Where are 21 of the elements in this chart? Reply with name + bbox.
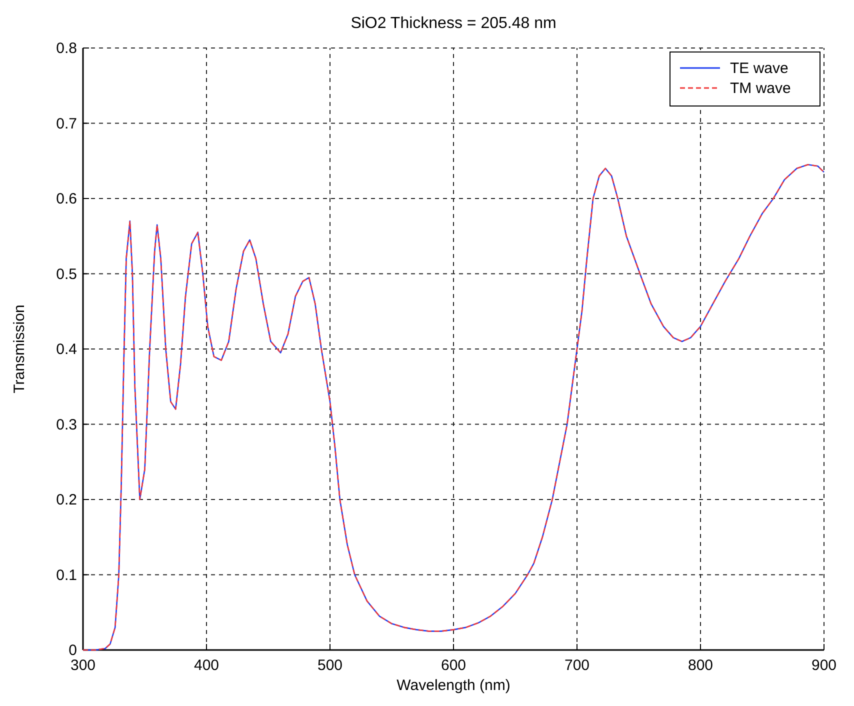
x-tick-label: 900 <box>811 657 837 674</box>
y-tick-label: 0.2 <box>56 492 77 508</box>
x-axis-title: Wavelength (nm) <box>396 677 510 694</box>
x-tick-label: 400 <box>194 657 220 674</box>
legend-label: TE wave <box>730 60 788 77</box>
y-tick-label: 0.1 <box>56 566 77 584</box>
y-tick-label: 0.6 <box>56 190 77 208</box>
x-tick-label: 800 <box>688 657 714 674</box>
y-tick-label: 0.7 <box>56 115 77 132</box>
legend-label: TM wave <box>730 80 791 97</box>
y-axis-title: Transmission <box>11 304 28 394</box>
chart-title: SiO2 Thickness = 205.48 nm <box>350 15 556 32</box>
x-tick-label: 700 <box>564 657 590 674</box>
x-tick-label: 500 <box>317 657 343 674</box>
y-tick-label: 0.8 <box>56 40 77 57</box>
y-tick-label: 0.5 <box>56 266 77 283</box>
y-tick-label: 0.3 <box>56 416 77 434</box>
y-tick-label: 0.4 <box>56 341 77 358</box>
x-tick-label: 600 <box>440 657 466 674</box>
y-tick-label: 0 <box>68 642 77 659</box>
x-tick-label: 300 <box>70 657 96 674</box>
